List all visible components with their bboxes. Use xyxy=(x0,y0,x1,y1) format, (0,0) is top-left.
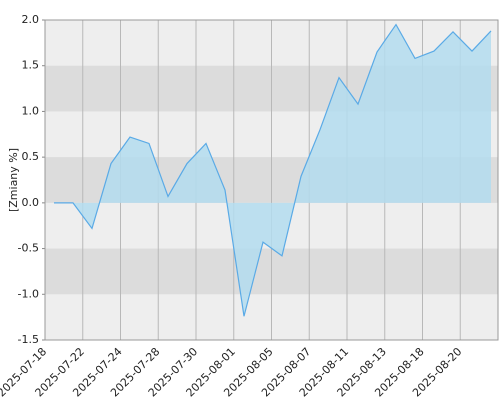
area-fill xyxy=(54,24,491,317)
line xyxy=(54,23,492,317)
y-tick-label: 0.5 xyxy=(22,150,40,163)
y-tick-label: -1.0 xyxy=(18,287,39,300)
y-tick-label: 1.5 xyxy=(22,59,40,72)
plot-border xyxy=(44,19,499,341)
y-tick-label: -0.5 xyxy=(18,242,39,255)
y-axis-label: [Zmiany %] xyxy=(7,148,20,212)
y-tick-label: 2.0 xyxy=(22,13,40,26)
y-tick-label: 0.0 xyxy=(22,196,40,209)
y-tick-label: -1.5 xyxy=(18,333,39,346)
y-tick-label: 1.0 xyxy=(22,104,40,117)
